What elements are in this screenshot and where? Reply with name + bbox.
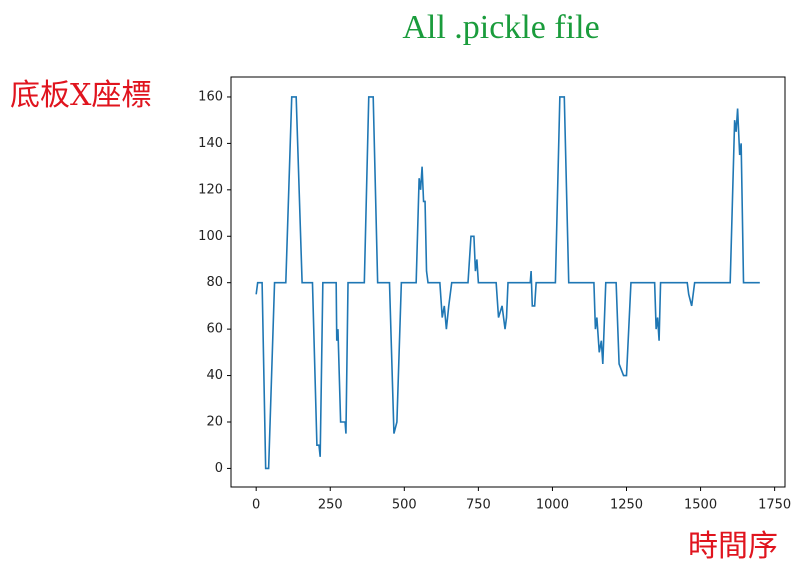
x-tick-label: 1000 — [536, 498, 569, 513]
y-axis-label: 底板X座標 — [10, 78, 151, 113]
x-axis-label: 時間序 — [688, 529, 778, 564]
y-tick-label: 120 — [198, 182, 223, 197]
x-tick-label: 750 — [466, 498, 491, 513]
x-tick-label: 500 — [392, 498, 417, 513]
plot-area — [230, 76, 786, 488]
y-tick-label: 0 — [215, 461, 223, 476]
data-line — [255, 96, 760, 470]
chart-title: All .pickle file — [402, 9, 599, 46]
y-tick-label: 140 — [198, 136, 223, 151]
y-tick-label: 40 — [206, 368, 223, 383]
x-tick-label: 1750 — [758, 498, 791, 513]
x-tick-label: 1250 — [610, 498, 643, 513]
x-tick-label: 1500 — [684, 498, 717, 513]
x-tick-label: 0 — [252, 498, 260, 513]
y-tick-label: 160 — [198, 89, 223, 104]
y-tick-label: 60 — [206, 322, 223, 337]
x-tick-label: 250 — [318, 498, 343, 513]
y-tick-label: 80 — [206, 275, 223, 290]
y-tick-label: 20 — [206, 414, 223, 429]
y-tick-label: 100 — [198, 229, 223, 244]
